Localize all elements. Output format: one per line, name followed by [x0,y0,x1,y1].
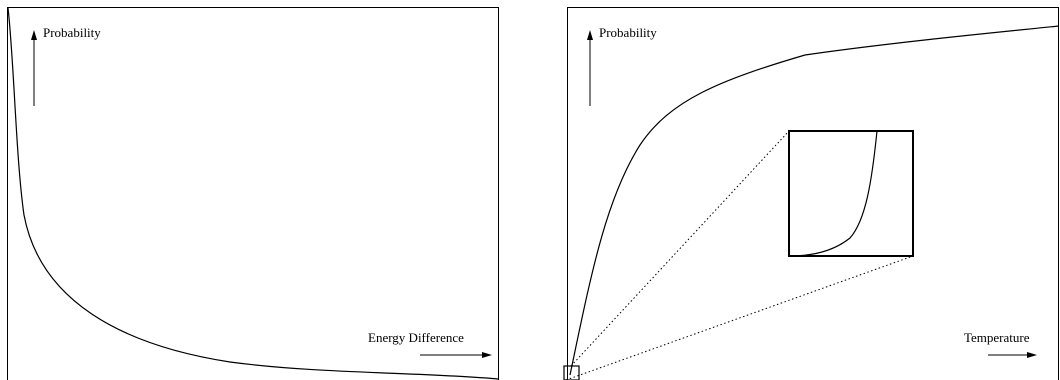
right-x-arrow-head [1027,352,1037,358]
left-x-arrow-head [482,352,492,358]
left-decay-curve [7,7,499,380]
left-y-label: Probability [43,25,101,40]
left-panel: Probability Energy Difference [7,7,499,380]
zoom-source-box [563,365,580,380]
zoom-inset-frame [788,130,914,257]
zoom-connector-upper [570,130,790,367]
right-panel: Probability Temperature [563,7,1060,380]
left-panel-frame [7,7,499,380]
zoom-inset-curve [789,130,878,257]
zoom-connector-lower [565,255,914,380]
zoom-inset [788,130,914,257]
right-y-arrow-head [587,30,593,40]
right-y-label: Probability [599,25,657,40]
right-x-label: Temperature [964,330,1030,345]
right-growth-curve [569,25,1060,376]
left-x-label: Energy Difference [368,330,464,345]
right-panel-frame [567,7,1059,380]
left-y-arrow-head [31,30,37,40]
